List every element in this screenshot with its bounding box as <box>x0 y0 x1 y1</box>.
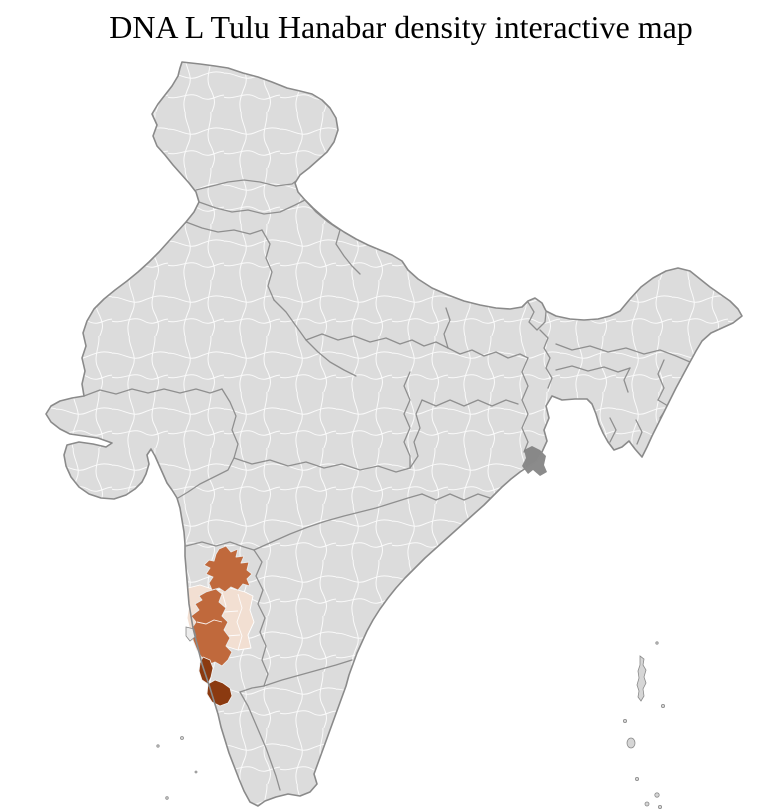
andaman-nicobar-islands[interactable] <box>623 641 666 810</box>
state-borders <box>83 177 691 791</box>
district-mesh <box>46 62 742 806</box>
map-title: DNA L Tulu Hanabar density interactive m… <box>109 9 693 45</box>
district-medium-north[interactable] <box>203 545 253 593</box>
lakshadweep-islands[interactable] <box>156 736 198 800</box>
medium-strip-district-line <box>196 619 223 625</box>
district-medium-strip[interactable] <box>190 588 233 667</box>
